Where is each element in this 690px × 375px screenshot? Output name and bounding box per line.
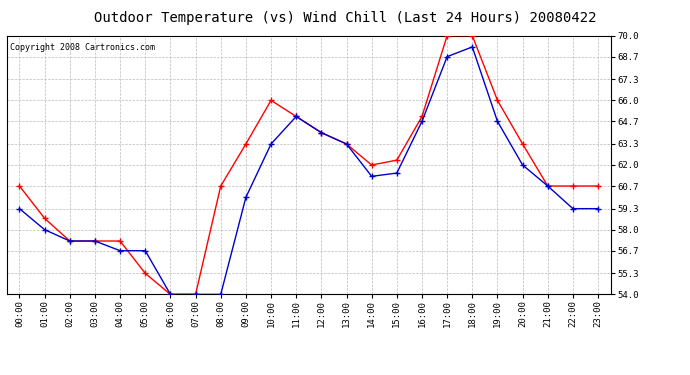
Text: Outdoor Temperature (vs) Wind Chill (Last 24 Hours) 20080422: Outdoor Temperature (vs) Wind Chill (Las…	[94, 11, 596, 25]
Text: Copyright 2008 Cartronics.com: Copyright 2008 Cartronics.com	[10, 44, 155, 52]
